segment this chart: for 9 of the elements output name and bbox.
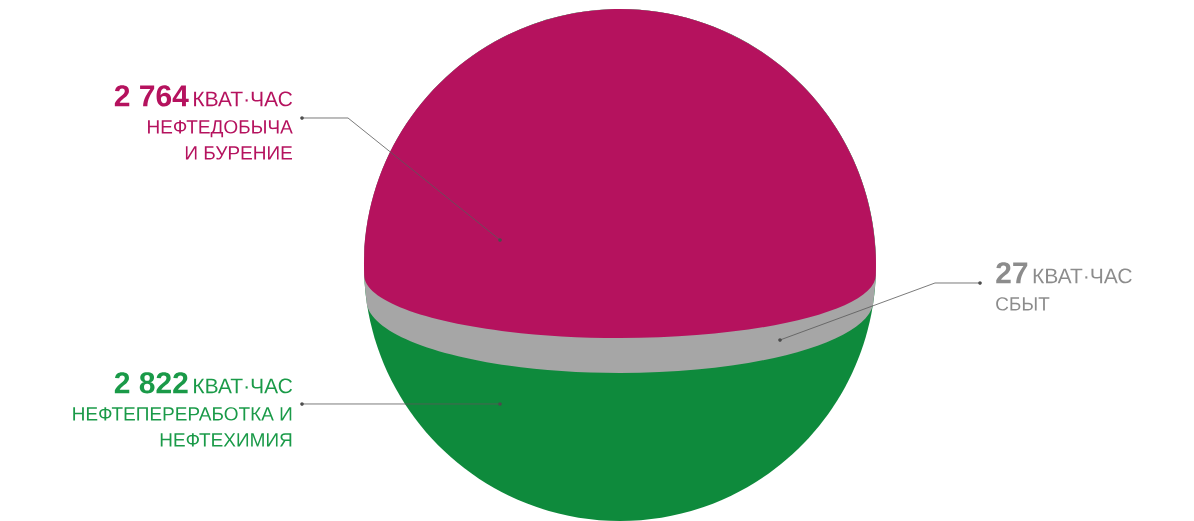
text: КВАТ·ЧАС (194, 378, 293, 394)
data-label: 2 822 (114, 372, 188, 394)
text: КВАТ·ЧАС (1033, 268, 1132, 284)
data-label: 2 764 (114, 85, 189, 107)
data-label: 27 (996, 262, 1028, 284)
category-label: СБЫТ (996, 297, 1050, 311)
category-label: НЕФТЕДОБЫЧА И БУРЕНИЕ (148, 120, 293, 160)
text: КВАТ·ЧАС (194, 91, 293, 107)
category-label: НЕФТЕПЕРЕРАБОТКА И НЕФТЕХИМИЯ (73, 407, 292, 447)
